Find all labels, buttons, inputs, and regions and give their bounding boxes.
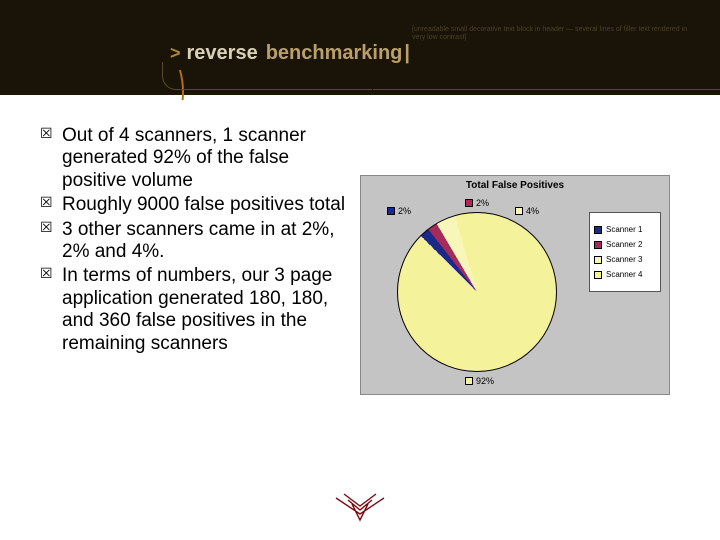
- color-swatch: [515, 207, 523, 215]
- pie-circle: [397, 212, 557, 372]
- color-swatch: [594, 256, 602, 264]
- legend-item: Scanner 3: [594, 255, 656, 264]
- color-swatch: [465, 199, 473, 207]
- pie-slice-value: 92%: [476, 376, 494, 386]
- bullet-list: ☒Out of 4 scanners, 1 scanner generated …: [0, 115, 360, 540]
- slide-body: ☒Out of 4 scanners, 1 scanner generated …: [0, 115, 720, 540]
- color-swatch: [594, 226, 602, 234]
- color-swatch: [594, 271, 602, 279]
- footer-logo-icon: [330, 490, 390, 524]
- legend: Scanner 1 Scanner 2 Scanner 3 Scanner 4: [589, 212, 661, 292]
- pie-slice-label: 2%: [465, 198, 489, 208]
- header-tab-decoration: [162, 62, 372, 90]
- pie-slice-label: 2%: [387, 206, 411, 216]
- header-title: > reverse benchmarking |: [170, 42, 410, 65]
- legend-label: Scanner 2: [606, 240, 642, 249]
- logo-path: [336, 494, 384, 520]
- color-swatch: [387, 207, 395, 215]
- title-cursor: |: [404, 42, 410, 65]
- legend-label: Scanner 4: [606, 270, 642, 279]
- list-item: ☒Out of 4 scanners, 1 scanner generated …: [40, 125, 352, 192]
- color-swatch: [465, 377, 473, 385]
- pie-slice-value: 2%: [476, 198, 489, 208]
- bullet-text: Out of 4 scanners, 1 scanner generated 9…: [54, 125, 352, 192]
- bullet-text: 3 other scanners came in at 2%, 2% and 4…: [54, 219, 352, 264]
- list-item: ☒3 other scanners came in at 2%, 2% and …: [40, 219, 352, 264]
- legend-item: Scanner 4: [594, 270, 656, 279]
- chart-title: Total False Positives: [361, 180, 669, 191]
- legend-label: Scanner 1: [606, 225, 642, 234]
- title-secondary: benchmarking: [266, 42, 403, 65]
- pie-slice-label: 92%: [465, 376, 494, 386]
- prompt-symbol: >: [170, 43, 181, 64]
- bullet-icon: ☒: [40, 265, 54, 355]
- slide-header: > reverse benchmarking | [unreadable sma…: [0, 0, 720, 95]
- bullet-icon: ☒: [40, 125, 54, 192]
- pie-slice-value: 2%: [398, 206, 411, 216]
- header-blurb: [unreadable small decorative text block …: [412, 26, 702, 43]
- pie-slice-label: 4%: [515, 206, 539, 216]
- pie-slice-value: 4%: [526, 206, 539, 216]
- legend-label: Scanner 3: [606, 255, 642, 264]
- bullet-icon: ☒: [40, 219, 54, 264]
- bullet-text: Roughly 9000 false positives total: [54, 194, 352, 216]
- bullet-icon: ☒: [40, 194, 54, 216]
- chart-panel: Total False Positives 2% 2% 4% 92% Scanner …: [360, 115, 690, 540]
- title-primary: reverse: [187, 42, 258, 65]
- pie-chart: Total False Positives 2% 2% 4% 92% Scanner …: [360, 175, 670, 395]
- legend-item: Scanner 2: [594, 240, 656, 249]
- bullet-text: In terms of numbers, our 3 page applicat…: [54, 265, 352, 355]
- list-item: ☒Roughly 9000 false positives total: [40, 194, 352, 216]
- color-swatch: [594, 241, 602, 249]
- pie-area: 2% 2% 4% 92%: [379, 200, 579, 388]
- legend-item: Scanner 1: [594, 225, 656, 234]
- list-item: ☒In terms of numbers, our 3 page applica…: [40, 265, 352, 355]
